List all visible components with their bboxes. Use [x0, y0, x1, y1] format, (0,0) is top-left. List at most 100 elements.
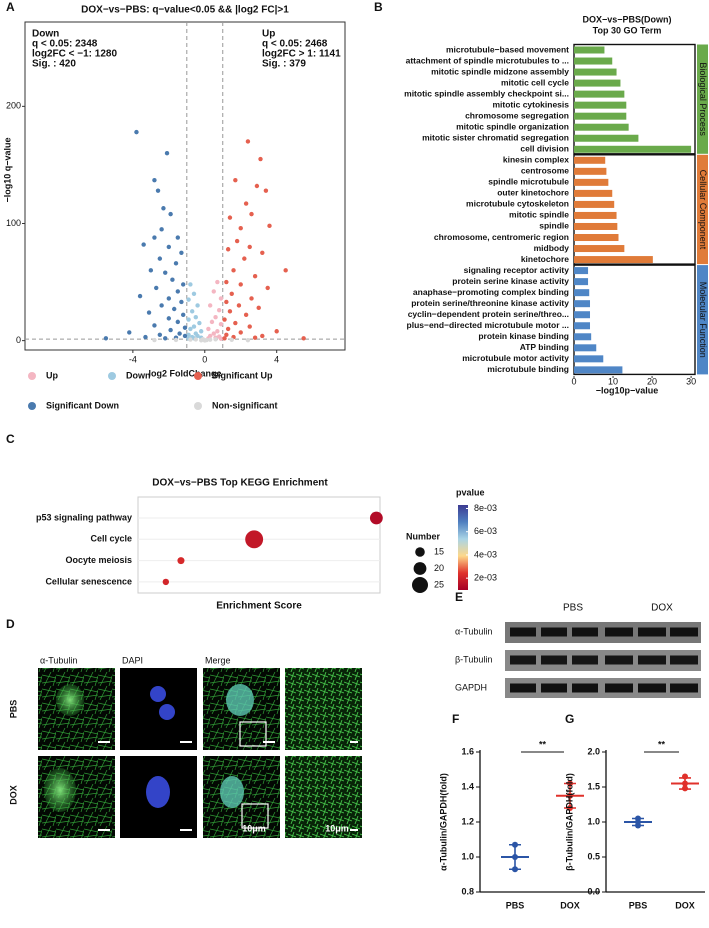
point [157, 332, 163, 337]
x-tick-label: 10 [608, 376, 618, 386]
point [254, 183, 260, 189]
point [207, 303, 213, 308]
annotation: log2FC < −1: 1280 [32, 49, 117, 60]
point [154, 285, 159, 291]
bar [574, 234, 619, 242]
error-bar [509, 843, 521, 871]
point [175, 289, 181, 294]
category-label: chromosome, centromeric region [434, 232, 569, 242]
point [166, 244, 172, 250]
category-label: mitotic spindle organization [456, 121, 569, 131]
western-blot [505, 622, 701, 698]
point [164, 151, 170, 156]
x-axis-label: log2 FoldChange [149, 368, 222, 378]
point [146, 310, 152, 315]
bar [574, 68, 617, 76]
microscopy [38, 668, 362, 838]
bar [574, 355, 604, 363]
point [245, 337, 251, 343]
x-tick-label: 0 [202, 354, 207, 364]
point [243, 312, 249, 318]
point [155, 188, 161, 193]
point [166, 296, 172, 301]
group-label: Biological Process [698, 62, 708, 136]
x-tick-label: -4 [129, 354, 137, 364]
legend-marker [108, 372, 116, 380]
bar [574, 289, 590, 297]
point [260, 333, 265, 339]
category-label: cyclin−dependent protein serine/threo... [408, 309, 569, 319]
image [159, 704, 175, 720]
category-label: microtubule−based movement [446, 44, 569, 54]
category-label: mitotic spindle assembly checkpoint si..… [404, 88, 569, 98]
annotation: Sig. : 420 [32, 59, 76, 70]
category-label: anaphase−promoting complex binding [413, 287, 569, 297]
bar [574, 134, 639, 142]
point [234, 238, 240, 244]
bar [574, 57, 613, 65]
x-tick-label: 20 [647, 376, 657, 386]
colorbar-label: 2e-03 [474, 573, 497, 583]
point [274, 329, 279, 334]
panel-label: G [565, 712, 574, 726]
zoom-box [241, 803, 269, 829]
image [44, 768, 76, 812]
y-tick-label: 1.0 [587, 816, 600, 826]
point [229, 291, 234, 296]
x-tick-label: DOX [675, 900, 695, 910]
point [173, 261, 179, 266]
point [206, 326, 211, 332]
y-tick-label: 2.0 [587, 746, 600, 756]
y-axis-label: β-Tubulin/GAPDH(fold) [564, 773, 574, 871]
category-label: protein serine kinase activity [452, 276, 569, 286]
x-tick-label: 0 [571, 376, 576, 386]
y-tick-label: 0.5 [587, 851, 600, 861]
point [242, 256, 247, 261]
point [224, 279, 229, 285]
point [238, 330, 243, 335]
point [218, 336, 224, 341]
category-label: Cellular senescence [45, 576, 132, 586]
scale-bar [98, 741, 358, 831]
category-label: midbody [534, 243, 570, 253]
category-label: microtubule cytoskeleton [466, 199, 569, 209]
bar [574, 344, 597, 352]
error-bar [632, 817, 644, 827]
annotation: Down [32, 29, 59, 40]
point [243, 201, 249, 206]
point [283, 268, 288, 273]
bar [574, 245, 625, 253]
colorbar-label: 4e-03 [474, 549, 497, 559]
blot-strip [505, 650, 701, 671]
legend-marker [194, 372, 202, 380]
y-tick-label: 100 [6, 218, 21, 228]
column-label: DAPI [122, 655, 143, 665]
point [256, 305, 261, 311]
legend-label: Down [126, 370, 151, 380]
category-label: mitotic cell cycle [501, 77, 569, 87]
legend-marker [194, 402, 202, 410]
bar [574, 178, 609, 186]
chart-title: DOX−vs−PBS: q−value<0.05 && |log2 FC|>1 [81, 5, 289, 16]
colorbar [458, 505, 468, 590]
point [247, 244, 252, 250]
point [225, 326, 231, 332]
bar [574, 123, 629, 131]
point [249, 296, 254, 301]
y-tick-label: 1.0 [461, 851, 474, 861]
group-box [573, 264, 696, 376]
category-label: signaling receptor activity [464, 265, 570, 275]
category-label: ATP binding [520, 342, 569, 352]
point [182, 325, 188, 330]
point [188, 337, 193, 342]
x-tick-label: 30 [686, 376, 696, 386]
category-label: kinetochore [521, 254, 569, 264]
blot-group-label: DOX [651, 603, 673, 614]
legend-label: Non-significant [212, 400, 278, 410]
point [175, 235, 181, 240]
point [238, 282, 243, 287]
panel-label: E [455, 590, 463, 604]
image [150, 686, 166, 702]
bar [574, 101, 627, 109]
bubble [369, 511, 383, 525]
